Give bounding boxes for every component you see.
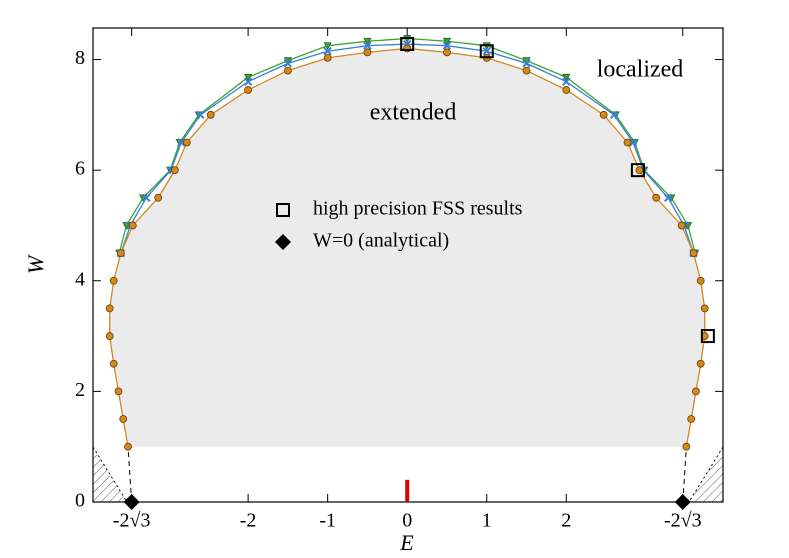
annotation: extended [370, 100, 457, 126]
data-point [105, 304, 114, 313]
legend-label: high precision FSS results [313, 198, 523, 220]
data-point [177, 138, 186, 147]
data-point [692, 387, 700, 396]
data-point [677, 221, 686, 230]
data-point [562, 86, 571, 94]
data-point [128, 221, 137, 230]
data-point [522, 59, 531, 68]
data-point [323, 42, 332, 50]
data-point [682, 442, 691, 451]
y-axis-label: W [23, 254, 48, 274]
x-tick-label: -2√3 [664, 510, 702, 532]
data-point [196, 110, 205, 120]
x-tick-label: 2 [561, 510, 571, 532]
y-tick-label: 6 [75, 158, 85, 180]
data-point [323, 47, 332, 56]
data-point [283, 66, 292, 75]
data-point [696, 276, 705, 285]
y-tick-label: 2 [75, 379, 85, 401]
data-point [105, 332, 114, 340]
data-point [609, 110, 619, 120]
data-point [443, 48, 451, 57]
x-tick-label: -1 [319, 510, 336, 532]
data-point [244, 86, 253, 94]
diamond-point [123, 494, 140, 510]
diamond-point [674, 494, 691, 510]
data-point [142, 193, 151, 203]
background-layer [109, 48, 705, 447]
data-point [442, 37, 452, 46]
y-tick-label: 4 [75, 268, 85, 290]
data-point [599, 110, 608, 119]
dashed-connector [127, 446, 133, 503]
data-point [663, 193, 673, 203]
data-point [696, 359, 705, 368]
x-axis-label: E [399, 530, 414, 555]
data-point [363, 37, 372, 46]
data-point [623, 138, 632, 147]
data-point [124, 442, 132, 451]
square-point [630, 163, 645, 178]
data-point [182, 138, 191, 147]
data-point [109, 359, 118, 368]
data-point [119, 415, 128, 423]
annotation: localized [597, 57, 684, 83]
data-point [562, 77, 571, 86]
data-point [700, 304, 709, 313]
data-point [244, 73, 253, 82]
y-tick-label: 8 [75, 47, 85, 69]
dotted-boundary [688, 446, 724, 503]
legend-label: W=0 (analytical) [313, 230, 449, 252]
data-point [243, 77, 253, 86]
data-point [206, 110, 215, 119]
data-point [114, 387, 123, 396]
data-point [635, 166, 644, 175]
data-point [363, 41, 372, 50]
square-point [700, 329, 715, 344]
extended-region [109, 48, 705, 447]
square-point [400, 37, 415, 52]
data-point [442, 41, 452, 50]
data-point [154, 193, 163, 202]
data-point [562, 73, 571, 82]
data-point [323, 53, 332, 62]
x-tick-label: -2 [240, 510, 257, 532]
data-point [652, 193, 661, 202]
data-point [171, 166, 179, 175]
data-point [363, 48, 372, 57]
data-point [687, 415, 696, 423]
dotted-boundary [92, 446, 128, 503]
legend-symbol [275, 234, 291, 250]
data-point [522, 66, 531, 75]
x-tick-label: -2√3 [113, 510, 151, 532]
data-point [628, 138, 638, 147]
hatched-region [93, 447, 127, 502]
y-tick-label: 0 [75, 490, 85, 512]
legend-symbol [276, 203, 290, 217]
square-point [479, 44, 494, 59]
data-point [689, 249, 698, 258]
data-point [482, 47, 491, 56]
x-tick-label: 0 [402, 510, 412, 532]
data-point [283, 59, 293, 68]
dashed-connector [682, 446, 687, 503]
data-point [109, 276, 118, 285]
hatched-region [689, 447, 723, 502]
data-point [116, 249, 125, 258]
x-tick-label: 1 [482, 510, 492, 532]
